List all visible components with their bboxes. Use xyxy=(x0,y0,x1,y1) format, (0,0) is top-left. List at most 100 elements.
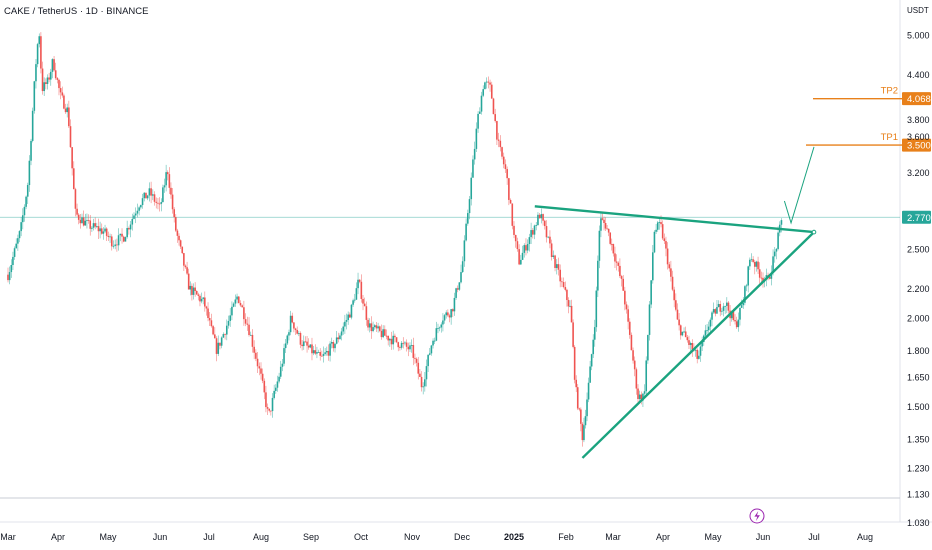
candle xyxy=(286,334,289,346)
price-tick-label: 1.230 xyxy=(907,463,930,473)
target-badge xyxy=(902,138,931,152)
candle xyxy=(570,299,573,323)
candle xyxy=(279,360,282,380)
candle xyxy=(378,325,381,333)
candle xyxy=(478,107,481,114)
candle xyxy=(64,103,67,114)
candle xyxy=(410,339,413,353)
candle xyxy=(704,324,707,338)
candle xyxy=(435,321,438,342)
candle xyxy=(564,281,567,292)
candle xyxy=(40,32,42,74)
projection-path xyxy=(783,146,815,225)
candle xyxy=(342,322,345,335)
triangle-pattern xyxy=(534,146,817,459)
candle xyxy=(508,177,510,206)
candle xyxy=(412,337,415,366)
candle xyxy=(543,219,546,230)
candle xyxy=(566,288,568,307)
candle xyxy=(329,341,331,362)
target-levels: TP2 4.068 TP1 3.500 xyxy=(806,86,931,152)
candle xyxy=(105,227,108,242)
candle xyxy=(424,372,426,392)
time-tick-label: Feb xyxy=(558,532,574,542)
candle xyxy=(87,214,90,224)
candles-layer xyxy=(7,32,783,447)
candle xyxy=(355,282,358,300)
candle xyxy=(13,246,16,260)
candle xyxy=(552,250,555,260)
candle xyxy=(472,155,474,178)
candle xyxy=(427,354,429,372)
target-badge xyxy=(902,92,931,106)
candle xyxy=(501,146,503,160)
candle xyxy=(129,221,132,238)
candle xyxy=(497,132,500,148)
candle xyxy=(395,337,398,344)
candle xyxy=(77,213,80,225)
candle xyxy=(432,338,434,349)
candle xyxy=(96,222,98,229)
candle xyxy=(663,233,666,245)
time-tick-label: Mar xyxy=(605,532,621,542)
candle xyxy=(232,302,235,308)
candle xyxy=(650,279,652,309)
candle xyxy=(121,228,123,244)
candle xyxy=(26,182,29,204)
candle xyxy=(248,317,250,337)
candle xyxy=(236,293,238,304)
candle xyxy=(59,81,62,100)
candle xyxy=(597,255,599,298)
lightning-icon[interactable] xyxy=(749,508,765,524)
candle xyxy=(30,138,32,166)
price-tick-label: 1.130 xyxy=(907,490,930,500)
candle xyxy=(299,331,302,349)
candle xyxy=(600,212,602,238)
candle xyxy=(210,313,213,328)
candle xyxy=(689,341,692,353)
candle xyxy=(482,85,485,98)
candle xyxy=(467,209,469,226)
candle xyxy=(595,286,598,332)
candle xyxy=(625,301,628,314)
candle xyxy=(578,407,581,412)
candle xyxy=(339,333,341,340)
candle xyxy=(721,307,723,315)
candle xyxy=(74,187,77,217)
candle xyxy=(53,56,55,72)
candle xyxy=(632,347,634,364)
candle xyxy=(31,107,34,143)
candle xyxy=(415,357,418,367)
candle xyxy=(387,335,389,346)
candle xyxy=(647,334,649,364)
candle xyxy=(163,178,166,193)
time-tick-label: Nov xyxy=(404,532,421,542)
current-price-badge xyxy=(902,210,931,224)
candle xyxy=(440,322,443,333)
candle xyxy=(48,72,50,83)
candle xyxy=(8,266,11,285)
candle xyxy=(494,108,496,123)
candle xyxy=(71,147,73,176)
candle xyxy=(688,335,690,349)
candle xyxy=(581,422,584,447)
candle xyxy=(102,227,105,240)
candle xyxy=(7,267,9,283)
candle xyxy=(518,244,520,266)
candle xyxy=(719,300,722,317)
candle xyxy=(402,337,405,349)
apex-handle[interactable] xyxy=(811,229,817,235)
candle xyxy=(349,312,351,318)
candle xyxy=(314,344,317,356)
candle xyxy=(205,305,208,316)
candle xyxy=(487,76,490,89)
candle xyxy=(112,240,115,249)
candle xyxy=(737,312,740,332)
candle xyxy=(622,275,624,292)
candle xyxy=(316,346,318,359)
candle xyxy=(68,100,70,129)
time-axis[interactable]: Mar Apr May Jun Jul Aug Sep Oct Nov Dec 2025 Feb Mar… xyxy=(0,532,873,542)
candle xyxy=(592,334,595,358)
candle xyxy=(49,68,52,86)
